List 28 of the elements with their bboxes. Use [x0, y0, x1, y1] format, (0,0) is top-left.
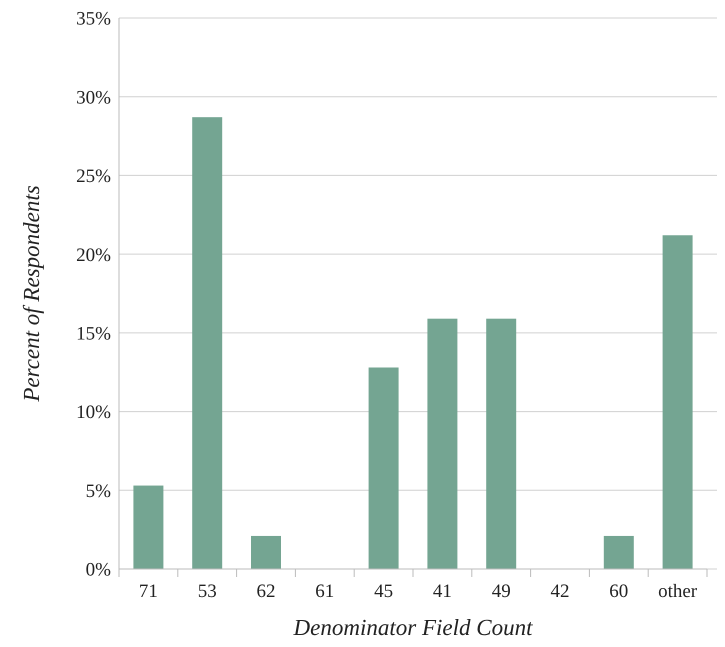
x-tick-label: other: [658, 581, 698, 602]
x-tick-label: 49: [492, 581, 511, 602]
y-axis-title: Percent of Respondents: [19, 185, 44, 403]
y-tick-label: 15%: [76, 324, 112, 345]
x-tick-label: 71: [138, 581, 158, 602]
bar: [368, 367, 399, 569]
y-tick-label: 20%: [76, 244, 112, 266]
x-tick-label: 60: [609, 581, 628, 602]
x-tick-label: 53: [198, 581, 217, 602]
x-tick-label: 45: [374, 581, 394, 602]
y-tick-label: 30%: [76, 87, 112, 108]
y-tick-label: 5%: [86, 480, 112, 502]
bar: [427, 318, 458, 569]
x-tick-label: 41: [432, 581, 452, 602]
bar: [662, 235, 693, 569]
bar: [133, 486, 164, 569]
y-tick-label: 0%: [86, 560, 112, 581]
x-tick-label: 61: [315, 581, 334, 602]
y-tick-label: 35%: [76, 8, 112, 30]
x-axis-title: Denominator Field Count: [292, 615, 534, 640]
bar: [192, 117, 222, 569]
x-tick-label: 62: [256, 581, 276, 602]
y-tick-label: 25%: [76, 166, 112, 188]
bar: [604, 536, 634, 569]
bar: [251, 536, 281, 569]
y-tick-label: 10%: [76, 402, 112, 424]
x-tick-label: 42: [550, 581, 570, 602]
bar: [486, 318, 516, 569]
